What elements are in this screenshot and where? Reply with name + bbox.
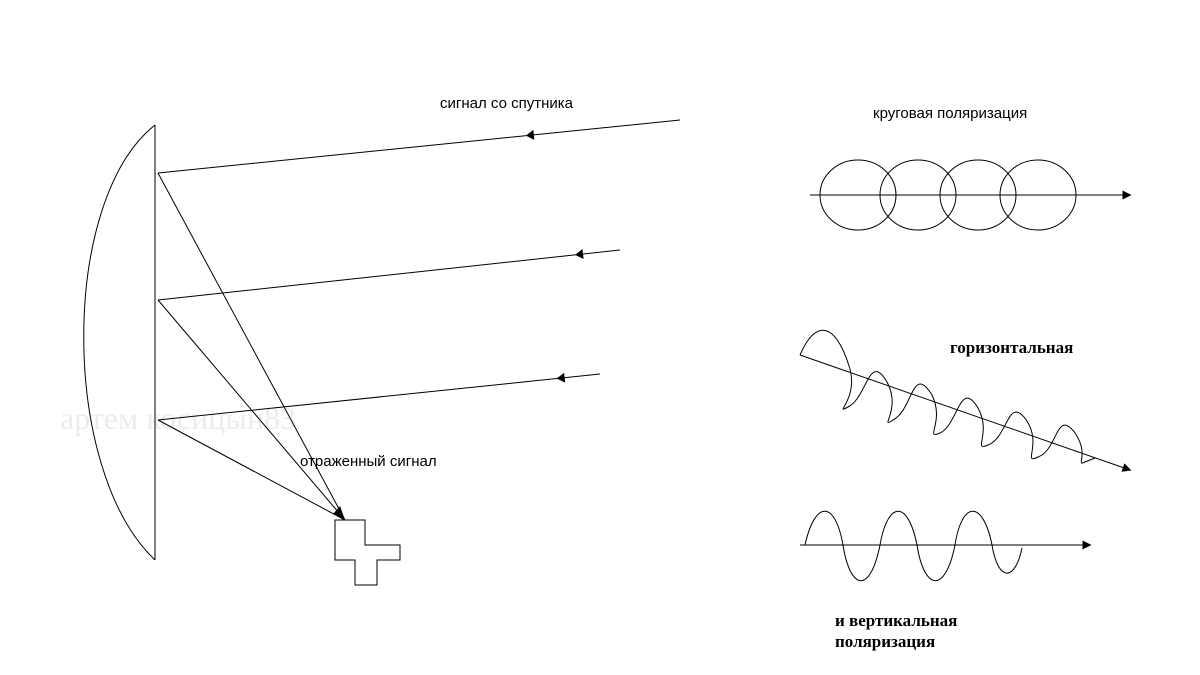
watermark-text: артем косицын83 <box>60 400 296 437</box>
label-signal-from-satellite: сигнал со спутника <box>440 95 573 112</box>
lnb-converter <box>335 520 400 585</box>
label-vertical-line2: поляризация <box>835 632 935 651</box>
label-vertical-line1: и вертикальная <box>835 611 957 630</box>
incoming-signals <box>158 120 680 420</box>
label-vertical-polarization: и вертикальная поляризация <box>835 610 957 653</box>
label-horizontal: горизонтальная <box>950 338 1073 358</box>
label-circular-polarization: круговая поляризация <box>873 105 1027 122</box>
circular-polarization-diagram <box>810 160 1130 230</box>
label-reflected-signal: отраженный сигнал <box>300 453 437 470</box>
dish-arc <box>84 125 155 560</box>
vertical-polarization-diagram <box>800 511 1090 580</box>
